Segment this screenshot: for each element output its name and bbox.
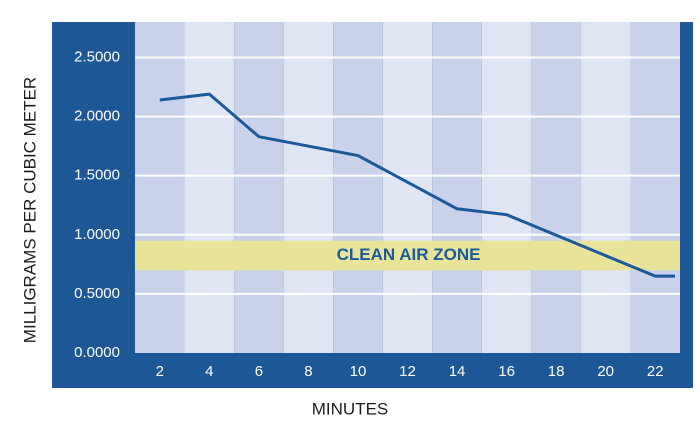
x-tick-label: 4 [205, 363, 213, 380]
plot-band [481, 22, 532, 353]
x-tick-label: 8 [304, 363, 312, 380]
x-tick-label: 18 [548, 363, 565, 380]
y-tick-label: 0.0000 [74, 344, 120, 361]
plot-band [531, 22, 581, 353]
plot-band [580, 22, 631, 353]
y-tick-label: 2.5000 [74, 48, 120, 65]
x-tick-label: 22 [647, 363, 664, 380]
y-tick-label: 1.0000 [74, 226, 120, 243]
plot-band [630, 22, 680, 353]
x-tick-label: 6 [255, 363, 263, 380]
plot-band [432, 22, 482, 353]
x-tick-label: 2 [156, 363, 164, 380]
plot-band [234, 22, 284, 353]
x-tick-label: 14 [449, 363, 466, 380]
x-tick-label: 20 [597, 363, 614, 380]
x-tick-label: 12 [399, 363, 416, 380]
x-axis-label: MINUTES [312, 399, 389, 418]
x-tick-label: 10 [350, 363, 367, 380]
clean-air-zone [135, 240, 680, 271]
y-axis-label: MILLIGRAMS PER CUBIC METER [20, 77, 39, 343]
y-tick-label: 1.5000 [74, 167, 120, 184]
zone-label: CLEAN AIR ZONE [337, 245, 481, 264]
plot-band [135, 22, 185, 353]
data-line [159, 92, 676, 278]
y-tick-label: 0.5000 [74, 285, 120, 302]
x-tick-label: 16 [498, 363, 515, 380]
plot-band [283, 22, 334, 353]
y-tick-label: 2.0000 [74, 108, 120, 125]
plot-band [382, 22, 433, 353]
plot-band [184, 22, 235, 353]
plot-band [333, 22, 383, 353]
